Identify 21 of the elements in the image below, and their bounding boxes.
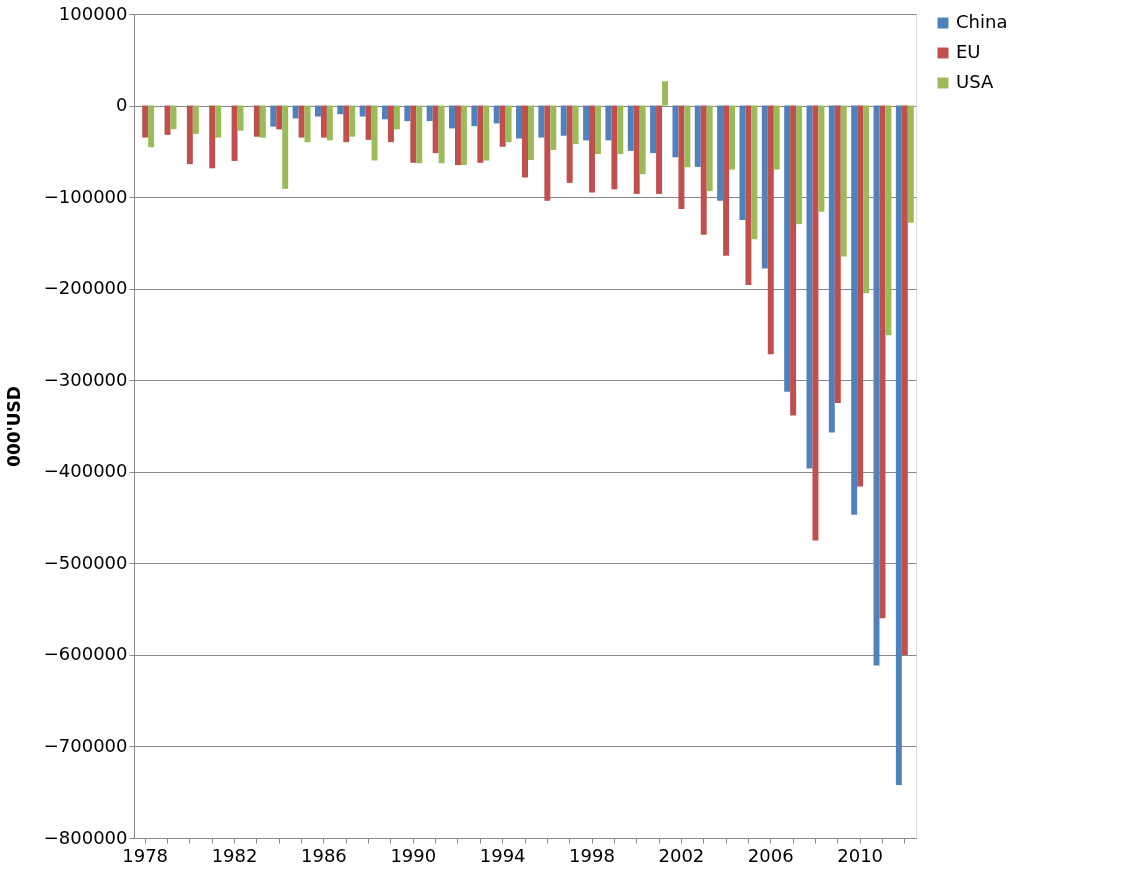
x-tick-label: 1994 [479, 844, 526, 866]
x-tick-label: 2010 [837, 844, 884, 866]
y-tick-label: −600000 [43, 643, 128, 665]
x-tick-label: 1998 [569, 844, 615, 866]
y-tick-label: −400000 [43, 460, 128, 482]
y-tick-label: −100000 [43, 185, 128, 207]
x-tick-label: 1982 [211, 844, 258, 866]
y-tick-label: −700000 [43, 734, 128, 756]
legend-label: EU [956, 41, 981, 62]
legend-label: USA [956, 71, 994, 92]
y-tick-label: 100000 [58, 2, 128, 24]
x-tick-label: 1986 [301, 844, 347, 866]
y-tick-label: −200000 [43, 277, 128, 299]
x-tick-label: 1990 [390, 844, 437, 866]
x-tick-label: 2006 [747, 844, 794, 866]
legend-label: China [956, 11, 1008, 32]
y-axis-title: 000'USD [3, 386, 24, 467]
y-tick-label: −300000 [43, 368, 128, 390]
x-tick-label: 2002 [658, 844, 705, 866]
y-tick-label: −500000 [43, 551, 128, 573]
y-tick-label: 0 [116, 94, 128, 116]
